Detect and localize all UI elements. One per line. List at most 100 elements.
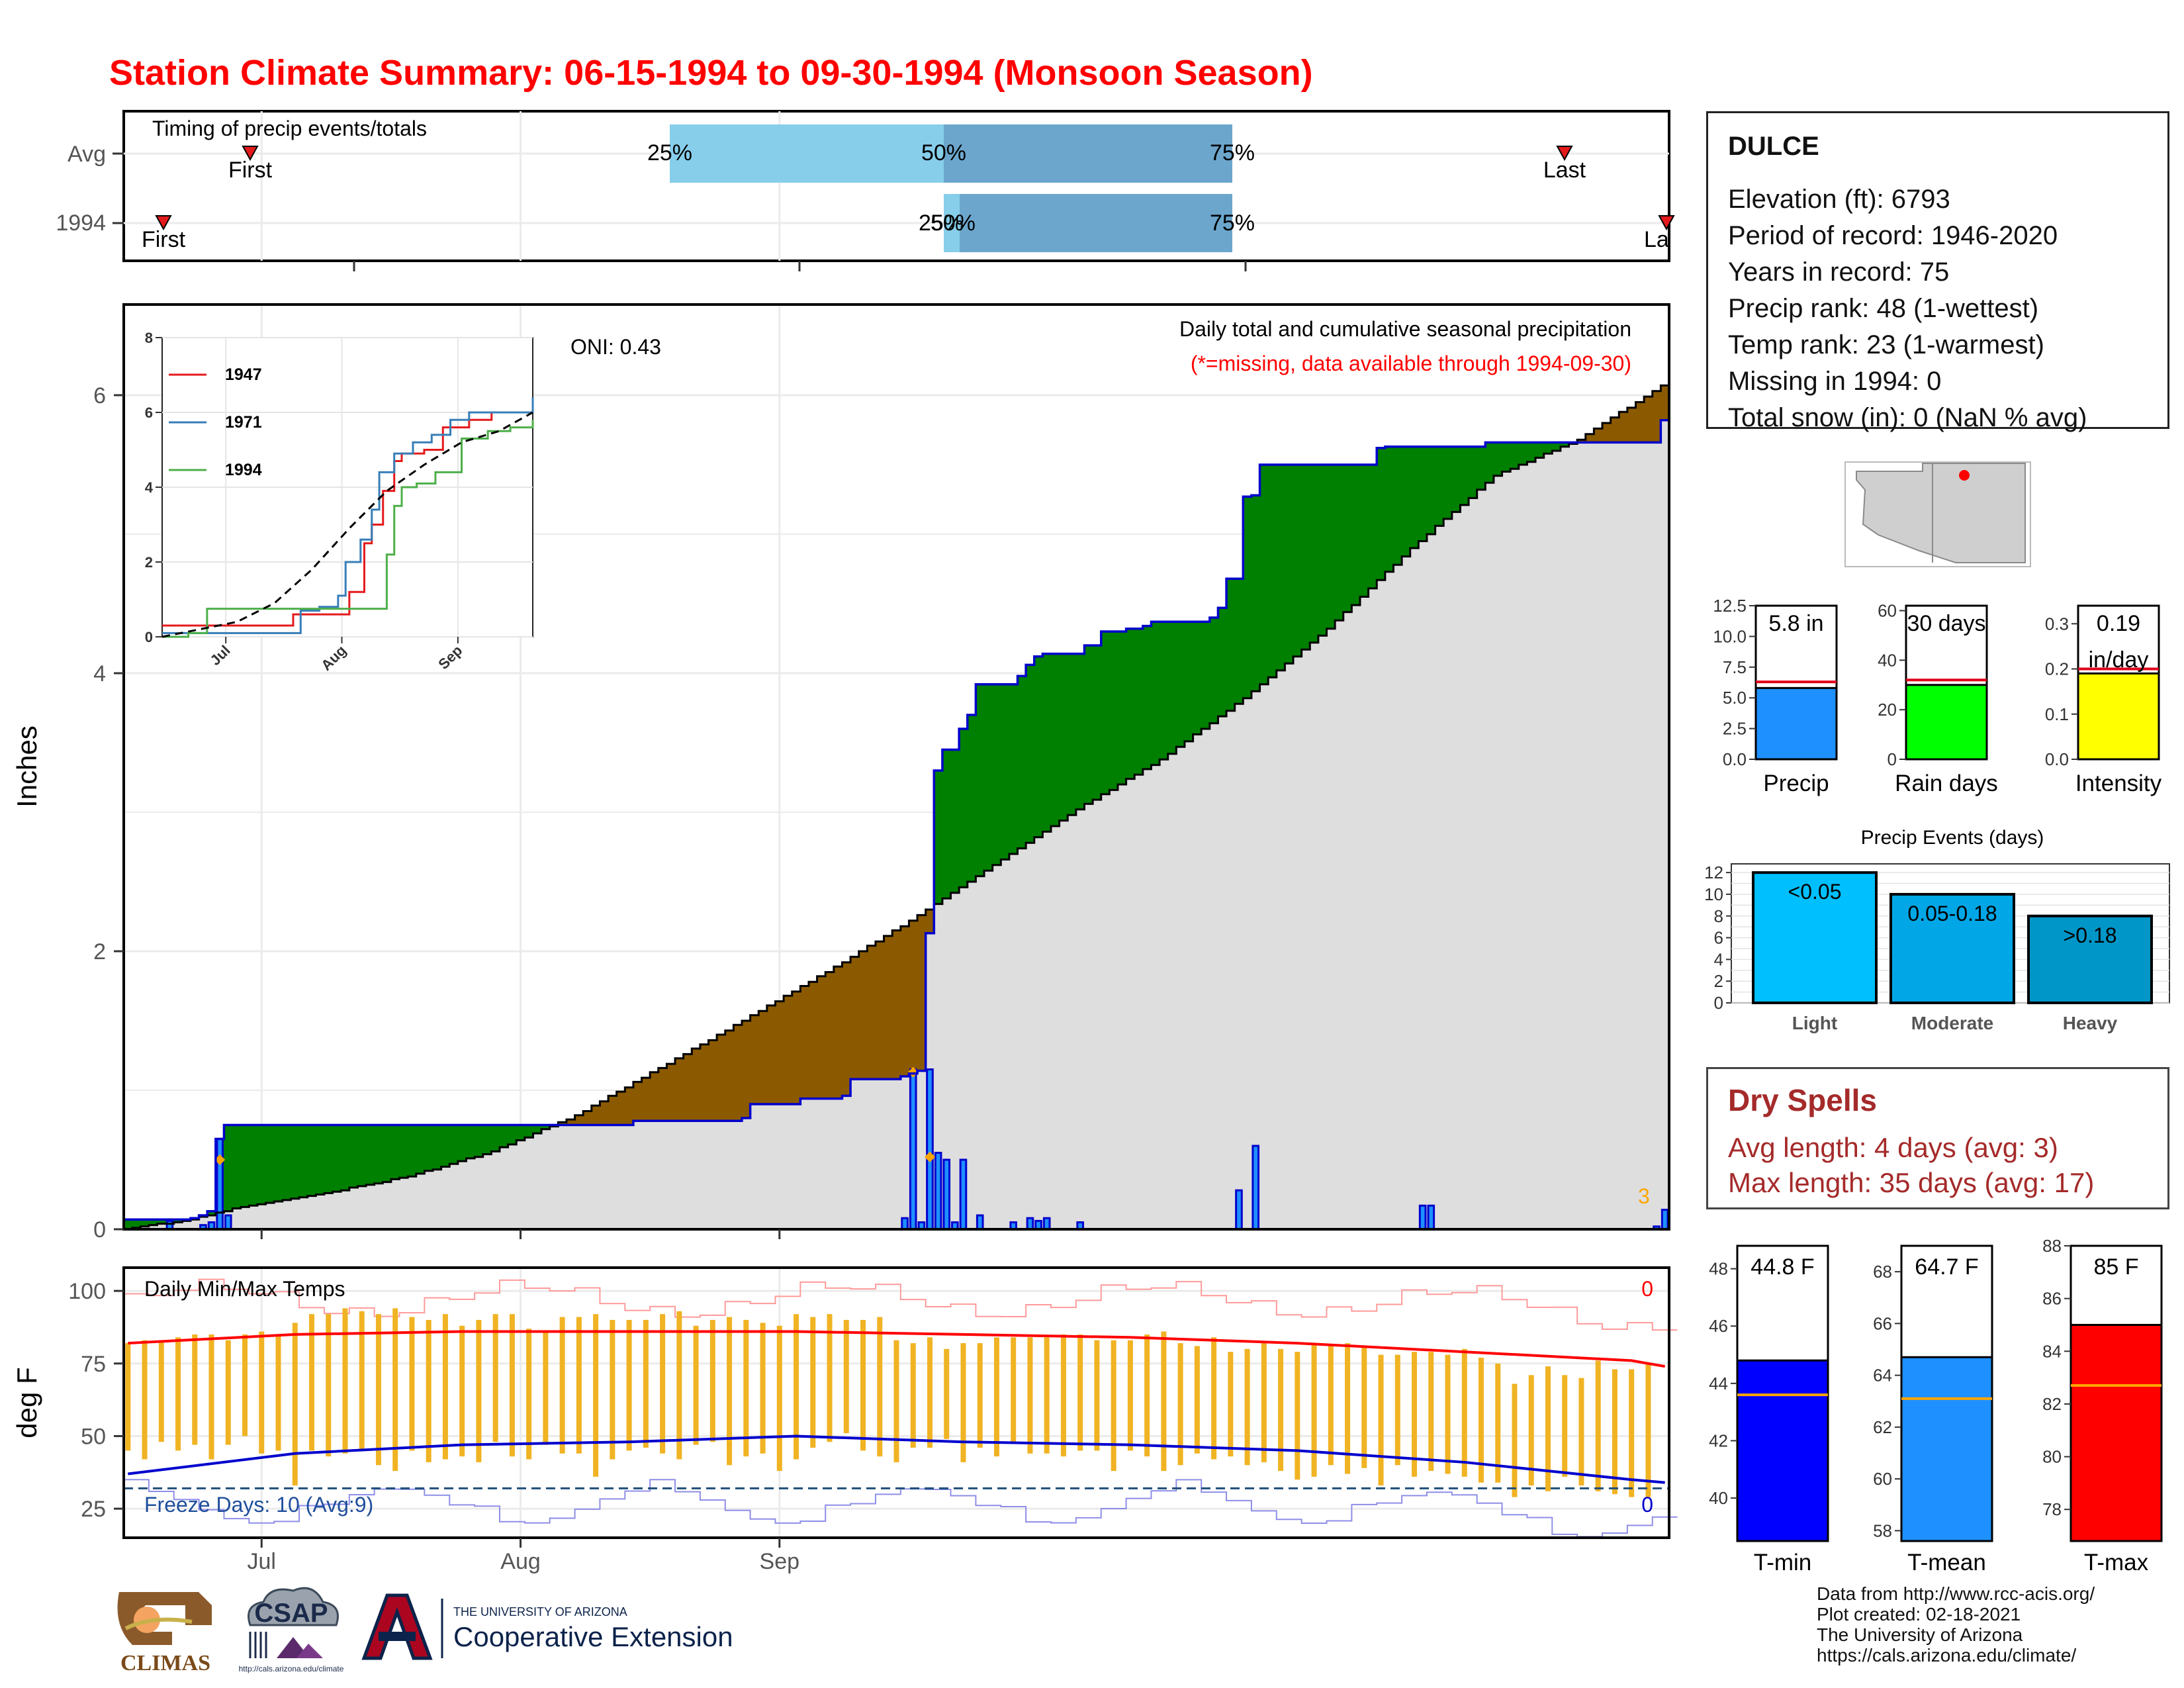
below-average-fill [616,1092,625,1125]
station-total-snow: Total snow (in): 0 (NaN % avg) [1728,403,2087,432]
daily-temp-range-bar [1394,1354,1400,1466]
above-average-fill [433,1125,442,1170]
above-average-fill [374,1125,383,1184]
arizona-newmexico-shape [1856,463,2026,563]
summary-bar-tick-label: 0.3 [2045,614,2069,633]
above-average-fill [1402,446,1411,557]
daily-precip-bar [1661,1209,1669,1231]
daily-temp-range-bar [1261,1343,1267,1462]
below-average-fill [1619,412,1628,443]
below-average-fill [766,1005,776,1104]
above-average-fill [1560,442,1570,447]
credit-line: Data from http://www.rcc-acis.org/ [1817,1583,2095,1604]
daily-temp-range-bar [1311,1343,1317,1477]
daily-temp-range-bar [1044,1337,1050,1454]
above-average-fill [1326,465,1336,629]
below-average-fill [725,1030,734,1121]
summary-bar-value [1905,684,1988,761]
above-average-fill [508,1125,517,1145]
daily-temp-range-bar [676,1311,682,1460]
daily-temp-range-bar [626,1319,632,1451]
temp-summary-value-label: 44.8 F [1751,1254,1814,1280]
temp-summary-tick-label: 62 [1873,1417,1892,1437]
daily-temp-range-bar [1445,1354,1451,1474]
above-average-fill [1485,442,1494,483]
daily-temp-range-bar [993,1337,999,1457]
inset-y-tick-label: 2 [145,554,153,571]
inset-y-tick-label: 6 [145,404,153,421]
daily-precip-bar [909,1068,917,1231]
temp-summary-tick-label: 60 [1873,1469,1892,1489]
above-average-fill [475,1125,484,1157]
daily-temp-range-bar [476,1319,482,1462]
daily-temp-range-bar [1295,1352,1300,1480]
daily-temp-range-bar [342,1308,348,1454]
credit-line: The University of Arizona [1817,1624,2023,1645]
below-average-fill [600,1101,609,1125]
daily-precip-bar [1251,1145,1260,1231]
above-average-fill [1335,465,1344,621]
daily-temp-range-bar [142,1340,148,1460]
temp-summary-tick-label: 88 [2042,1236,2062,1256]
precip-events-tick-label: 6 [1714,928,1723,948]
temp-summary-tick-label: 40 [1709,1488,1728,1508]
timing-avg-last-label: Last [1543,158,1586,183]
daily-temp-range-bar [1378,1354,1384,1486]
summary-bar-tick-label: 0.0 [2045,749,2069,769]
precip-y-tick-label: 4 [93,661,106,686]
summary-bar-tick-label: 12.5 [1713,596,1747,616]
daily-temp-range-bar [1328,1346,1334,1466]
summary-bar-tick-label: 0.1 [2045,704,2069,724]
precip-base-fill [124,420,1669,1229]
summary-bar-value-label: 30 days [1907,611,1985,636]
timing-avg-last-marker [1556,146,1573,162]
svg-text:CLIMAS: CLIMAS [120,1651,210,1675]
below-average-fill [742,1021,751,1118]
temp-y-tick-label: 50 [81,1424,106,1449]
above-average-fill [265,1125,275,1203]
above-average-fill [332,1125,341,1192]
daily-temp-range-bar [442,1314,448,1460]
temp-y-tick-label: 75 [81,1352,106,1377]
above-average-fill [232,1125,242,1209]
daily-precip-bar [934,1152,942,1231]
above-average-fill [1226,579,1236,711]
temp-summary-category-label: T-mean [1907,1550,1986,1575]
above-average-fill [1142,626,1152,769]
timing-avg-first-label: First [228,158,273,183]
above-average-fill [1176,622,1185,747]
timing-avg-p75-label: 75% [1210,140,1255,165]
below-average-fill [650,1072,659,1121]
temp-summary-tick-label: 78 [2042,1499,2062,1519]
temp-y-tick-label: 25 [81,1497,106,1522]
temp-summary-tick-label: 80 [2042,1447,2062,1467]
inset-y-tick-label: 0 [145,629,153,645]
daily-temp-range-bar [543,1331,549,1445]
daily-temp-range-bar [559,1317,565,1454]
daily-temp-range-bar [1161,1331,1167,1472]
timing-1994-last-marker [1658,215,1675,231]
precip-events-tick-label: 8 [1714,906,1723,926]
above-average-fill [1193,622,1202,735]
above-average-fill [424,1125,433,1171]
above-average-fill [349,1125,359,1188]
daily-temp-range-bar [275,1334,281,1451]
dry-spells-avg: Avg length: 4 days (avg: 3) [1728,1132,2058,1163]
daily-temp-range-bar [1562,1375,1568,1477]
daily-temp-range-bar [1077,1334,1083,1451]
station-info-box: DULCE Elevation (ft): 6793 Period of rec… [1706,111,2169,432]
above-average-fill [299,1125,308,1197]
precip-events-category: Heavy [2063,1013,2118,1033]
above-average-fill [274,1125,283,1201]
above-average-fill [207,1211,216,1215]
daily-temp-range-bar [208,1334,214,1460]
daily-precip-bar [976,1214,984,1231]
extreme-day-marker [924,1151,935,1162]
observed-cumulative-line [124,419,1669,1221]
temp-x-tick-label: Aug [500,1549,541,1574]
precip-events-tick-label: 0 [1714,993,1723,1013]
daily-temp-range-bar [326,1314,332,1457]
precip-events-bar [1889,892,2015,1004]
precip-y-tick-label: 6 [93,383,106,408]
